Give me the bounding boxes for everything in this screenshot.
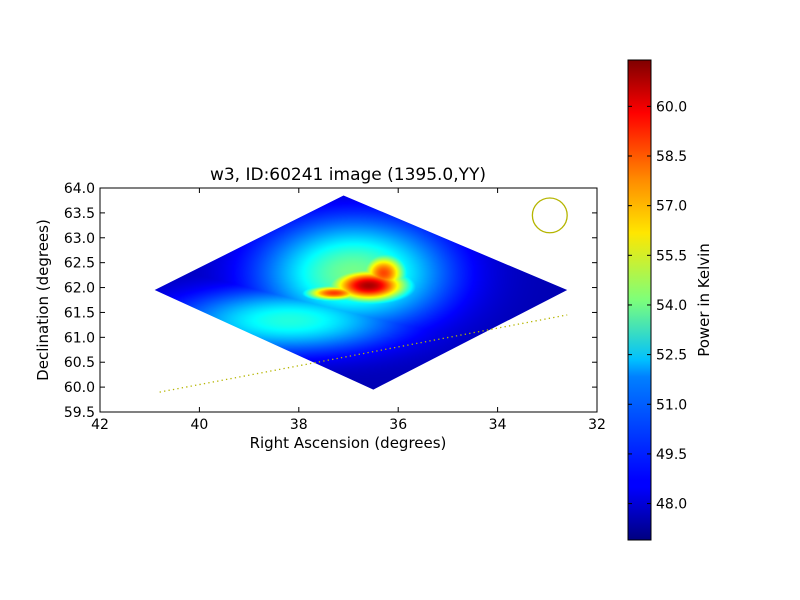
colorbar-tick-label: 49.5 — [656, 447, 687, 463]
beam-circle — [531, 197, 568, 234]
y-ticks: 59.5 60.0 60.5 61.0 61.5 62.0 62.5 63.0 63.5 64.0 — [64, 181, 597, 421]
colorbar-tick-label: 48.0 — [656, 497, 687, 513]
y-tick-label: 61.5 — [64, 305, 95, 321]
y-tick-label: 60.0 — [64, 380, 95, 396]
colorbar-tick-label: 51.0 — [656, 397, 687, 413]
colorbar-tick-label: 57.0 — [656, 199, 687, 215]
colorbar-frame — [627, 59, 652, 541]
colorbar: 48.0 49.5 51.0 52.5 54.0 55.5 57.0 58.5 60.0 Pow… — [627, 59, 713, 541]
plot-area: 42 40 38 36 34 32 59.5 60.0 60.5 61.0 61.5 62.0 62.… — [64, 181, 606, 433]
colorbar-gradient — [628, 60, 651, 540]
y-tick-label: 62.5 — [64, 256, 95, 272]
x-ticks: 42 40 38 36 34 32 — [91, 188, 606, 433]
x-tick-label: 32 — [588, 417, 606, 433]
y-tick-label: 62.0 — [64, 281, 95, 297]
colorbar-tick-label: 52.5 — [656, 348, 687, 364]
y-tick-label: 63.0 — [64, 231, 95, 247]
y-axis-label: Declination (degrees) — [34, 219, 52, 381]
x-tick-label: 42 — [91, 417, 109, 433]
colorbar-label: Power in Kelvin — [695, 243, 713, 357]
colorbar-tick-label: 60.0 — [656, 99, 687, 115]
y-tick-label: 64.0 — [64, 181, 95, 197]
x-tick-label: 40 — [190, 417, 208, 433]
x-tick-label: 34 — [489, 417, 507, 433]
dotted-line — [159, 314, 568, 393]
y-tick-label: 61.0 — [64, 330, 95, 346]
y-tick-label: 59.5 — [64, 405, 95, 421]
chart-title: w3, ID:60241 image (1395.0,YY) — [210, 165, 486, 185]
colorbar-tick-label: 55.5 — [656, 248, 687, 264]
axes-frame — [99, 187, 598, 413]
x-axis-label: Right Ascension (degrees) — [250, 434, 447, 452]
x-tick-label: 36 — [389, 417, 407, 433]
colorbar-tick-label: 58.5 — [656, 149, 687, 165]
y-tick-label: 63.5 — [64, 206, 95, 222]
y-tick-label: 60.5 — [64, 355, 95, 371]
x-tick-label: 38 — [290, 417, 308, 433]
colorbar-ticks: 48.0 49.5 51.0 52.5 54.0 55.5 57.0 58.5 60.0 — [628, 99, 687, 513]
colorbar-tick-label: 54.0 — [656, 298, 687, 314]
